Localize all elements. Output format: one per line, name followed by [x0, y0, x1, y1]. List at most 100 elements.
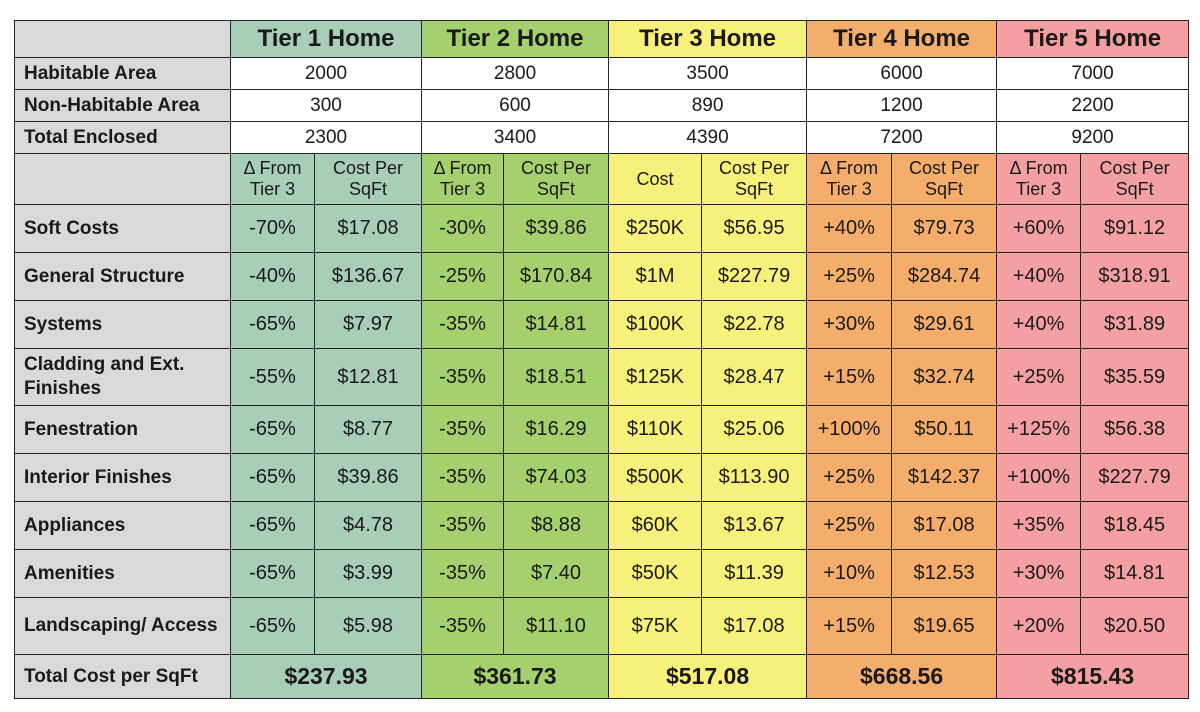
cost-cell: -65%: [230, 453, 315, 502]
cost-cell: $3.99: [313, 549, 423, 598]
total-row: Total Cost per SqFt $237.93 $361.73 $517.08…: [14, 654, 1190, 699]
area-value: 6000: [806, 57, 998, 90]
cost-category-label: Interior Finishes: [14, 453, 231, 502]
cost-cell: $5.98: [313, 597, 423, 655]
cost-cell: -35%: [421, 597, 505, 655]
cost-row: Systems -65% $7.97 -35% $14.81 $100K $22.78 +30…: [14, 300, 1190, 349]
tier-header: Tier 4 Home: [806, 20, 998, 58]
cost-cell: $8.77: [313, 405, 423, 454]
cost-cell: $56.38: [1080, 405, 1190, 454]
corner-cell: [14, 20, 231, 58]
cost-cell: -65%: [230, 501, 315, 550]
area-value: 600: [421, 89, 610, 122]
cost-cell: -30%: [421, 204, 505, 253]
cost-cell: +30%: [806, 300, 893, 349]
column-subheader: Cost Per SqFt: [701, 153, 808, 205]
tier-header: Tier 3 Home: [608, 20, 808, 58]
cost-cell: $500K: [608, 453, 703, 502]
area-row: Non-Habitable Area 300 600 890 1200 2200: [14, 89, 1190, 122]
tier-header: Tier 2 Home: [421, 20, 610, 58]
cost-cell: $79.73: [891, 204, 998, 253]
cost-row: Fenestration -65% $8.77 -35% $16.29 $110K $25.…: [14, 405, 1190, 454]
cost-cell: $113.90: [701, 453, 808, 502]
area-label: Total Enclosed: [14, 121, 231, 154]
cost-cell: $60K: [608, 501, 703, 550]
subheader-line: SqFt: [537, 179, 576, 199]
subheader-line: Cost: [636, 168, 674, 189]
cost-row: Soft Costs -70% $17.08 -30% $39.86 $250K $56.9…: [14, 204, 1190, 253]
cost-cell: $11.10: [503, 597, 610, 655]
cost-cell: +15%: [806, 348, 893, 406]
column-subheader: Δ From Tier 3: [806, 153, 893, 205]
cost-cell: $110K: [608, 405, 703, 454]
cost-cell: -65%: [230, 597, 315, 655]
subheader-line: Δ From: [1009, 158, 1068, 178]
subheader-line: Cost Per: [1099, 158, 1170, 178]
subheader-line: Cost Per: [332, 158, 404, 178]
cost-cell: +40%: [806, 204, 893, 253]
cost-category-label: Appliances: [14, 501, 231, 550]
subheader-line: Tier 3: [1015, 179, 1062, 199]
subheader-line: Cost Per: [909, 158, 980, 178]
cost-cell: $250K: [608, 204, 703, 253]
area-value: 3500: [608, 57, 808, 90]
cost-cell: +100%: [996, 453, 1082, 502]
cost-cell: +10%: [806, 549, 893, 598]
cost-cell: +35%: [996, 501, 1082, 550]
cost-cell: $227.79: [1080, 453, 1190, 502]
cost-cell: $18.45: [1080, 501, 1190, 550]
corner-cell: [14, 153, 231, 205]
area-value: 1200: [806, 89, 998, 122]
area-value: 7000: [996, 57, 1190, 90]
area-value: 4390: [608, 121, 808, 154]
area-value: 2300: [229, 121, 423, 154]
subheader-line: SqFt: [735, 179, 774, 199]
total-value: $668.56: [806, 654, 998, 699]
cost-cell: +20%: [996, 597, 1082, 655]
total-value: $815.43: [996, 654, 1190, 699]
subheader-line: SqFt: [1115, 179, 1154, 199]
subheader-line: Tier 3: [439, 179, 486, 199]
cost-cell: $227.79: [701, 252, 808, 301]
cost-cell: $142.37: [891, 453, 998, 502]
cost-cell: $50K: [608, 549, 703, 598]
cost-cell: $1M: [608, 252, 703, 301]
tier-cost-table: Tier 1 Home Tier 2 Home Tier 3 Home Tier 4 …: [14, 20, 1190, 699]
cost-cell: +30%: [996, 549, 1082, 598]
subheader-line: SqFt: [349, 179, 388, 199]
cost-category-label: Amenities: [14, 549, 231, 598]
tier-header: Tier 1 Home: [229, 20, 423, 58]
cost-cell: $17.08: [891, 501, 998, 550]
cost-cell: $32.74: [891, 348, 998, 406]
area-value: 9200: [996, 121, 1190, 154]
subheader-line: Cost Per: [521, 158, 592, 178]
cost-cell: $17.08: [701, 597, 808, 655]
column-subheader: Cost Per SqFt: [313, 153, 423, 205]
cost-cell: $284.74: [891, 252, 998, 301]
column-subheader: Cost Per SqFt: [891, 153, 998, 205]
cost-cell: $56.95: [701, 204, 808, 253]
subheader-line: Tier 3: [249, 179, 296, 199]
cost-cell: +25%: [996, 348, 1082, 406]
cost-cell: +25%: [806, 453, 893, 502]
area-value: 2000: [229, 57, 423, 90]
column-subheader: Δ From Tier 3: [230, 153, 315, 205]
cost-cell: $39.86: [313, 453, 423, 502]
cost-cell: -35%: [421, 348, 505, 406]
column-subheader: Δ From Tier 3: [996, 153, 1082, 205]
cost-cell: +60%: [996, 204, 1082, 253]
cost-cell: $91.12: [1080, 204, 1190, 253]
cost-category-label: Fenestration: [14, 405, 231, 454]
cost-cell: $31.89: [1080, 300, 1190, 349]
cost-cell: $75K: [608, 597, 703, 655]
column-subheader: Δ From Tier 3: [421, 153, 505, 205]
cost-cell: $125K: [608, 348, 703, 406]
cost-row: Landscaping/ Access -65% $5.98 -35% $11.10 $7…: [14, 597, 1190, 655]
cost-cell: -35%: [421, 549, 505, 598]
cost-cell: $136.67: [313, 252, 423, 301]
cost-cell: $170.84: [503, 252, 610, 301]
cost-cell: $17.08: [313, 204, 423, 253]
column-subheader: Cost: [608, 153, 703, 205]
area-value: 2200: [996, 89, 1190, 122]
cost-cell: -35%: [421, 453, 505, 502]
